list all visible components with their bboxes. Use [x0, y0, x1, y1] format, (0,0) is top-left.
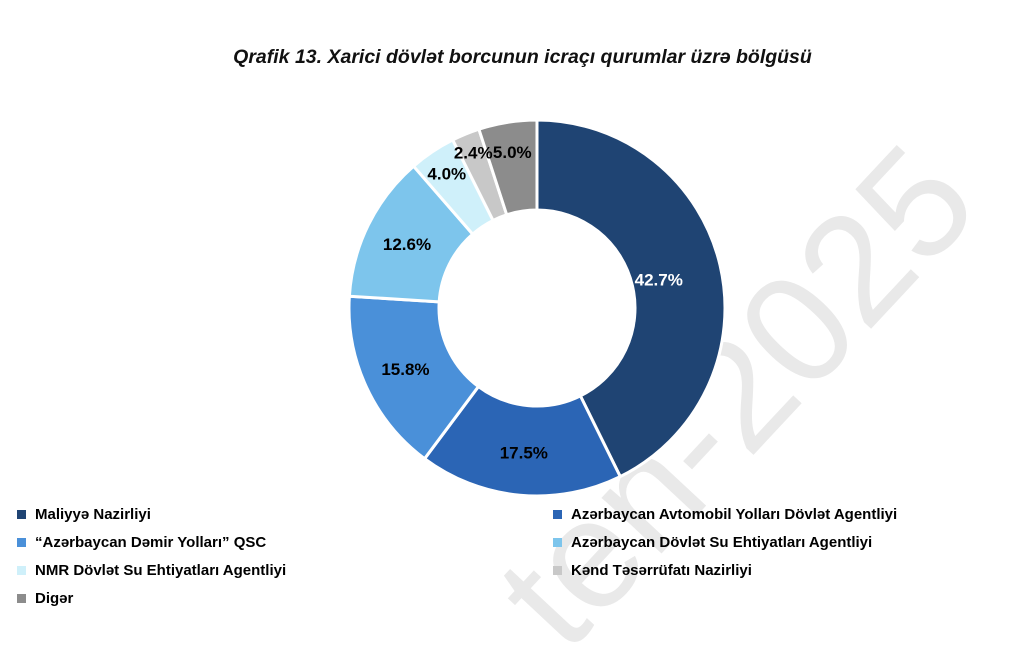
- slice-value-label-4: 4.0%: [427, 164, 466, 183]
- legend-marker-icon: [553, 510, 562, 519]
- slice-value-label-5: 2.4%: [454, 144, 493, 163]
- slice-value-label-2: 15.8%: [381, 360, 429, 379]
- legend-item-6: Digər: [17, 590, 553, 607]
- chart-legend: Maliyyə Nazirliyi Azərbaycan Avtomobil Yo…: [17, 506, 1007, 607]
- legend-marker-icon: [17, 510, 26, 519]
- legend-marker-icon: [17, 538, 26, 547]
- slice-value-label-1: 17.5%: [500, 443, 548, 462]
- legend-item-0: Maliyyə Nazirliyi: [17, 506, 553, 523]
- legend-marker-icon: [17, 594, 26, 603]
- donut-slice-1: [423, 385, 622, 498]
- legend-marker-icon: [553, 566, 562, 575]
- legend-item-4: NMR Dövlət Su Ehtiyatları Agentliyi: [17, 562, 553, 579]
- slice-value-label-3: 12.6%: [383, 235, 431, 254]
- legend-item-1: Azərbaycan Avtomobil Yolları Dövlət Agen…: [553, 506, 1007, 523]
- legend-marker-icon: [553, 538, 562, 547]
- legend-item-2: “Azərbaycan Dəmir Yolları” QSC: [17, 534, 553, 551]
- donut-slice-6: [477, 118, 539, 217]
- legend-label: NMR Dövlət Su Ehtiyatları Agentliyi: [35, 562, 287, 579]
- legend-marker-icon: [17, 566, 26, 575]
- donut-slice-2: [347, 294, 480, 461]
- legend-label: Azərbaycan Dövlət Su Ehtiyatları Agentli…: [571, 534, 873, 551]
- slice-value-label-6: 5.0%: [493, 143, 532, 162]
- legend-label: Maliyyə Nazirliyi: [35, 506, 151, 523]
- chart-title: Qrafik 13. Xarici dövlət borcunun icraçı…: [233, 46, 812, 68]
- legend-item-3: Azərbaycan Dövlət Su Ehtiyatları Agentli…: [553, 534, 1007, 551]
- legend-label: Digər: [35, 590, 74, 607]
- legend-label: “Azərbaycan Dəmir Yolları” QSC: [35, 534, 267, 551]
- legend-label: Kənd Təsərrüfatı Nazirliyi: [571, 562, 752, 579]
- legend-label: Azərbaycan Avtomobil Yolları Dövlət Agen…: [571, 506, 898, 523]
- legend-item-5: Kənd Təsərrüfatı Nazirliyi: [553, 562, 1007, 579]
- donut-slice-0: [535, 118, 727, 479]
- slice-value-label-0: 42.7%: [635, 271, 683, 290]
